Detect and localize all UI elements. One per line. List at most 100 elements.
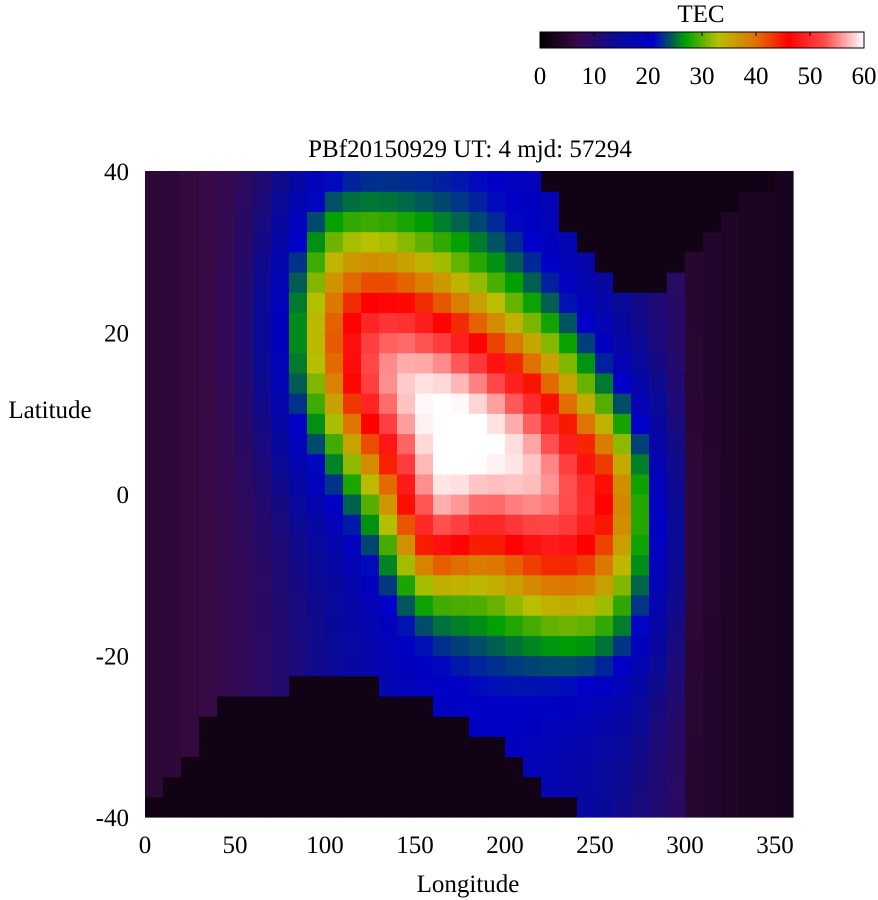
heatmap-cell xyxy=(217,453,236,475)
heatmap-cell xyxy=(361,211,380,233)
heatmap-cell xyxy=(397,655,416,677)
heatmap-cell xyxy=(307,191,326,212)
heatmap-cell xyxy=(523,534,542,556)
heatmap-cell xyxy=(397,332,416,354)
heatmap-cell xyxy=(415,554,434,576)
heatmap-cell xyxy=(163,716,182,737)
heatmap-cell xyxy=(199,615,218,636)
heatmap-cell xyxy=(721,635,740,657)
heatmap-cell xyxy=(469,271,488,293)
heatmap-cell xyxy=(307,473,326,495)
heatmap-cell xyxy=(703,433,722,455)
heatmap-cell xyxy=(649,352,668,374)
heatmap-cell xyxy=(757,393,776,414)
heatmap-cell xyxy=(415,716,434,737)
heatmap-cell xyxy=(487,352,506,374)
heatmap-cell xyxy=(505,271,524,293)
heatmap-cell xyxy=(613,453,632,475)
heatmap-cell xyxy=(235,211,254,233)
heatmap-cell xyxy=(145,372,164,394)
heatmap-cell xyxy=(613,554,632,576)
heatmap-cell xyxy=(595,251,614,273)
heatmap-cell xyxy=(433,292,452,313)
heatmap-cell xyxy=(271,332,290,354)
heatmap-cell xyxy=(703,695,722,717)
heatmap-cell xyxy=(145,292,164,313)
heatmap-cell xyxy=(559,231,578,253)
heatmap-cell xyxy=(487,594,506,616)
heatmap-cell xyxy=(703,251,722,273)
heatmap-cell xyxy=(181,393,200,414)
heatmap-cell xyxy=(739,514,758,535)
heatmap-cell xyxy=(523,716,542,737)
heatmap-cell xyxy=(685,615,704,636)
heatmap-cell xyxy=(685,292,704,313)
heatmap-cell xyxy=(181,433,200,455)
heatmap-cell xyxy=(379,635,398,657)
heatmap-cell xyxy=(667,271,686,293)
heatmap-cell xyxy=(505,494,524,515)
heatmap-cell xyxy=(199,433,218,455)
heatmap-cell xyxy=(613,292,632,313)
heatmap-cell xyxy=(163,635,182,657)
heatmap-cell xyxy=(253,756,272,778)
heatmap-cell xyxy=(163,312,182,334)
heatmap-cell xyxy=(397,534,416,556)
heatmap-cell xyxy=(289,776,308,798)
heatmap-cell xyxy=(361,312,380,334)
heatmap-cell xyxy=(505,554,524,576)
heatmap-cell xyxy=(361,372,380,394)
heatmap-cell xyxy=(379,231,398,253)
heatmap-cell xyxy=(199,171,218,192)
heatmap-cell xyxy=(307,372,326,394)
heatmap-cell xyxy=(577,494,596,515)
heatmap-cell xyxy=(271,453,290,475)
heatmap-cell xyxy=(505,231,524,253)
heatmap-cell xyxy=(487,251,506,273)
heatmap-cell xyxy=(343,494,362,515)
heatmap-cell xyxy=(325,473,344,495)
heatmap-cell xyxy=(631,191,650,212)
heatmap-cell xyxy=(415,615,434,636)
heatmap-cell xyxy=(235,554,254,576)
heatmap-cell xyxy=(685,514,704,535)
heatmap-cell xyxy=(775,211,794,233)
heatmap-cell xyxy=(541,534,560,556)
heatmap-cell xyxy=(775,574,794,596)
heatmap-cell xyxy=(541,796,560,818)
heatmap-cell xyxy=(721,332,740,354)
heatmap-cell xyxy=(199,191,218,212)
heatmap-cell xyxy=(217,251,236,273)
heatmap-cell xyxy=(343,211,362,233)
heatmap-cell xyxy=(163,251,182,273)
heatmap-cell xyxy=(145,796,164,818)
heatmap-cell xyxy=(559,554,578,576)
heatmap-cell xyxy=(145,211,164,233)
heatmap-cell xyxy=(577,514,596,535)
heatmap-cell xyxy=(613,675,632,697)
heatmap-cell xyxy=(469,473,488,495)
heatmap-cell xyxy=(343,695,362,717)
heatmap-cell xyxy=(469,796,488,818)
heatmap-cell xyxy=(577,473,596,495)
heatmap-cell xyxy=(271,231,290,253)
heatmap-cell xyxy=(631,695,650,717)
heatmap-cell xyxy=(685,534,704,556)
heatmap-cell xyxy=(775,716,794,737)
heatmap-cell xyxy=(307,211,326,233)
heatmap-cell xyxy=(307,171,326,192)
heatmap-cell xyxy=(739,271,758,293)
heatmap-cell xyxy=(577,372,596,394)
heatmap-cell xyxy=(379,312,398,334)
heatmap-cell xyxy=(307,251,326,273)
heatmap-cell xyxy=(433,251,452,273)
heatmap-cell xyxy=(703,554,722,576)
colorbar-tick-label: 60 xyxy=(852,63,877,90)
heatmap-cell xyxy=(181,312,200,334)
heatmap-cell xyxy=(559,594,578,616)
heatmap-cell xyxy=(775,251,794,273)
heatmap-cell xyxy=(595,534,614,556)
heatmap-cell xyxy=(415,191,434,212)
heatmap-cell xyxy=(235,534,254,556)
heatmap-cell xyxy=(685,554,704,576)
